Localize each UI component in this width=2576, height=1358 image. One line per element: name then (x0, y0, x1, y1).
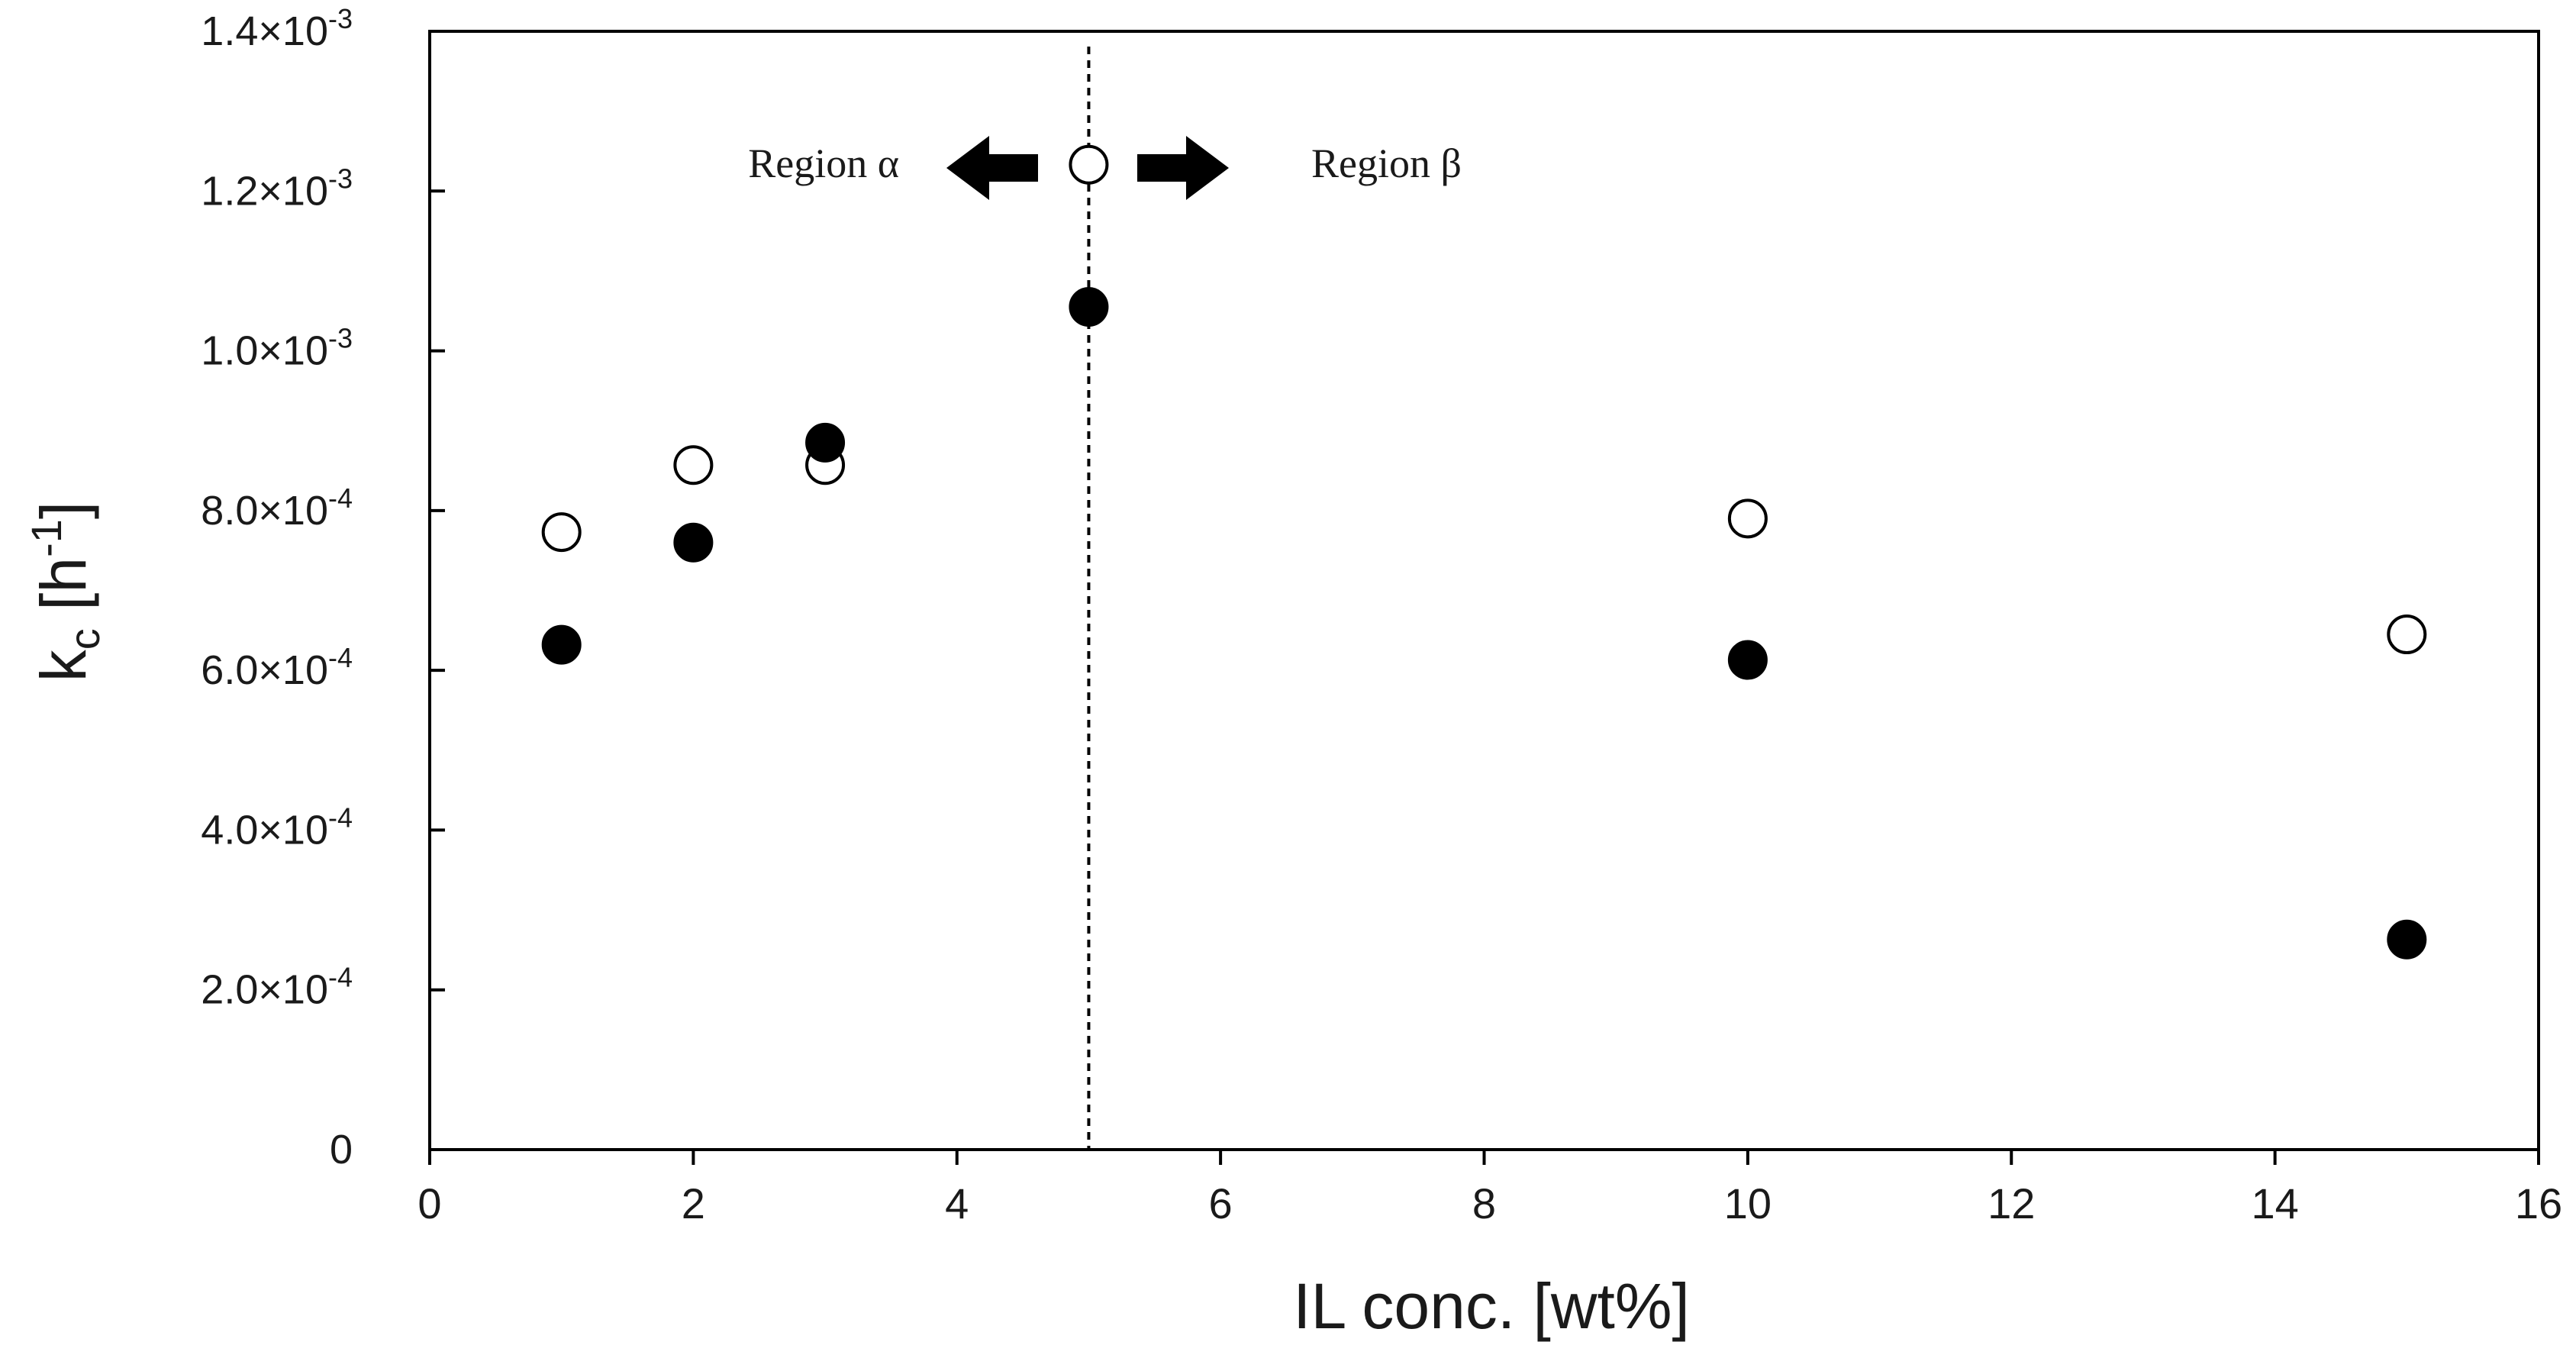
x-tick-label: 14 (2251, 1179, 2298, 1227)
right-arrow-icon (1137, 136, 1229, 200)
region-alpha-label: Region α (748, 140, 899, 186)
y-axis-title-unit-close: ] (27, 502, 99, 519)
x-tick-label: 16 (2515, 1179, 2562, 1227)
filled-data-point (673, 522, 714, 563)
open-data-point (541, 512, 582, 553)
y-axis-title-subscript: c (60, 628, 108, 650)
y-axis-title-unit-open: [h (27, 557, 99, 628)
y-tick-label: 6.0×10-4 (201, 642, 353, 693)
y-axis-title-base: k (27, 649, 99, 682)
open-data-point (673, 445, 714, 485)
filled-data-point (1727, 640, 1768, 680)
x-tick-label: 6 (1209, 1179, 1233, 1227)
filled-data-point (1069, 287, 1109, 327)
y-tick-label: 1.0×10-3 (201, 323, 353, 374)
y-tick-label: 4.0×10-4 (201, 802, 353, 853)
y-axis-title: kc [h-1] (22, 502, 108, 682)
x-tick-label: 8 (1472, 1179, 1496, 1227)
filled-data-point (805, 422, 846, 463)
left-arrow-icon (946, 136, 1038, 200)
data-markers (541, 144, 2427, 960)
x-tick-label: 12 (1988, 1179, 2035, 1227)
y-tick-label: 0 (330, 1127, 353, 1173)
y-axis-ticks: 0 2.0×10-4 4.0×10-4 6.0×10-4 8.0×10-4 1.0×10-… (201, 3, 445, 1173)
open-data-point (1069, 144, 1109, 185)
x-tick-label: 0 (418, 1179, 441, 1227)
x-axis-title: IL conc. [wt%] (1293, 1270, 1690, 1342)
x-tick-label: 4 (945, 1179, 969, 1227)
y-tick-label: 1.2×10-3 (201, 163, 353, 214)
x-tick-label: 2 (682, 1179, 705, 1227)
region-beta-label: Region β (1311, 140, 1462, 186)
y-tick-label: 1.4×10-3 (201, 3, 353, 54)
x-axis-ticks: 0 2 4 6 8 10 12 14 16 (418, 1150, 2562, 1227)
y-tick-label: 2.0×10-4 (201, 962, 353, 1013)
x-tick-label: 10 (1724, 1179, 1772, 1227)
y-axis-title-superscript: -1 (22, 519, 70, 557)
open-data-point (2387, 614, 2427, 655)
filled-data-point (2387, 919, 2427, 960)
y-tick-label: 8.0×10-4 (201, 482, 353, 534)
filled-data-point (541, 624, 582, 665)
open-data-point (1727, 498, 1768, 539)
